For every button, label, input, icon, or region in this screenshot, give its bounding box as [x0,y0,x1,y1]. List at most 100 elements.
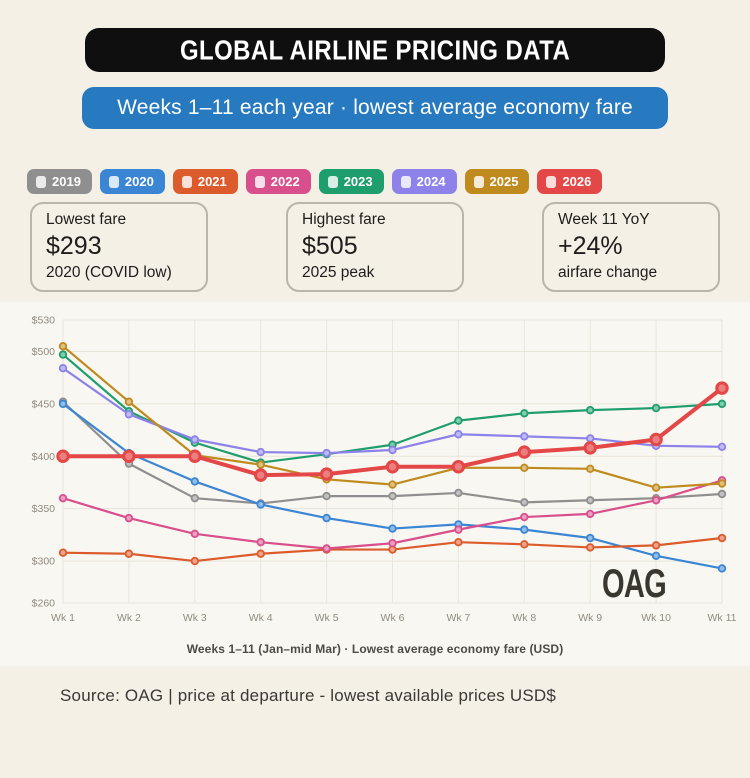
legend-swatch-icon [108,175,119,188]
data-point-2023-wk9 [586,405,595,415]
legend-chip-2023[interactable]: 2023 [318,169,384,194]
y-tick-label: $300 [32,556,56,568]
data-point-2022-wk8 [520,512,529,522]
data-point-2026-wk11 [715,381,729,395]
data-point-2019-wk6 [388,491,397,501]
data-point-2020-wk11 [717,564,727,573]
source-text: Source: OAG | price at departure - lowes… [60,686,557,705]
data-point-2025-wk6 [388,480,397,489]
stat-card-0: Lowest fare $293 2020 (COVID low) [30,202,208,292]
data-point-2019-wk5 [322,491,331,501]
data-point-2026-wk3 [188,449,202,463]
data-point-2019-wk7 [454,488,463,498]
data-point-2023-wk7 [454,416,463,425]
data-point-2026-wk9 [583,441,597,455]
stat-card-subtext: 2025 peak [302,263,375,281]
chart-caption: Weeks 1–11 (Jan–mid Mar) · Lowest averag… [186,642,564,656]
stat-card-2: Week 11 YoY +24% airfare change [542,202,720,292]
data-point-2021-wk8 [520,540,529,549]
legend-chip-label: 2022 [270,174,300,189]
x-tick-label: Wk 7 [446,612,470,624]
data-point-2024-wk1 [58,364,68,373]
data-point-2019-wk11 [717,489,727,499]
data-point-2024-wk4 [256,447,265,457]
stat-card-value: $293 [46,232,102,261]
data-point-2021-wk3 [190,556,199,566]
x-tick-label: Wk 11 [708,612,737,624]
legend-chip-2022[interactable]: 2022 [245,169,311,194]
data-point-2022-wk6 [388,539,397,548]
legend-swatch-icon [36,175,46,188]
data-point-2024-wk9 [586,434,595,443]
data-point-2022-wk9 [586,509,595,519]
y-tick-label: $260 [32,598,56,610]
x-tick-label: Wk 2 [117,612,141,624]
legend-chip-label: 2024 [416,174,446,189]
stat-card-subtext: 2020 (COVID low) [46,263,172,281]
data-point-2023-wk10 [651,403,661,413]
legend-swatch-icon [181,175,192,188]
stat-card-value: $505 [302,232,358,261]
legend-chip-2019[interactable]: 2019 [27,169,92,194]
x-tick-label: Wk 3 [183,612,207,624]
x-tick-label: Wk 6 [381,612,405,624]
legend-chip-label: 2025 [489,174,519,189]
legend-swatch-icon [254,175,265,188]
data-point-2024-wk3 [190,435,199,444]
legend-chip-label: 2020 [124,174,154,189]
chart-panel: Wk 1 Wk 2 Wk 3 Wk 4 Wk 5 Wk 6 Wk 7 Wk 8 Wk 9 Wk 1… [0,302,750,666]
data-point-2023-wk8 [520,409,529,418]
legend: 2019 2020 2021 2022 2023 2024 2025 2026 [27,169,750,194]
y-tick-label: $350 [32,503,56,515]
data-point-2022-wk2 [124,513,134,523]
y-tick-label: $450 [32,398,56,410]
x-tick-label: Wk 1 [51,612,75,624]
data-point-2025-wk8 [520,463,529,472]
data-point-2022-wk1 [58,493,68,503]
data-point-2026-wk2 [122,449,136,463]
data-point-2021-wk4 [256,549,265,558]
data-point-2025-wk9 [586,464,595,474]
page-title: GLOBAL AIRLINE PRICING DATA [85,28,665,72]
data-point-2020-wk9 [586,533,595,543]
data-point-2021-wk2 [124,549,134,558]
legend-chip-2021[interactable]: 2021 [172,169,238,194]
data-point-2026-wk10 [649,432,663,447]
data-point-2024-wk11 [717,442,727,452]
data-point-2020-wk1 [58,399,68,409]
data-point-2019-wk8 [520,498,529,507]
data-point-2020-wk4 [256,500,265,509]
data-point-2020-wk5 [322,513,331,523]
data-point-2025-wk10 [651,483,661,492]
data-point-2021-wk11 [717,533,727,543]
legend-chip-2026[interactable]: 2026 [537,169,603,194]
data-point-2025-wk11 [717,479,727,488]
data-point-2021-wk7 [454,538,463,547]
legend-swatch-icon [400,175,411,188]
data-point-2025-wk2 [124,397,134,406]
data-point-2022-wk3 [190,529,199,539]
data-point-2021-wk9 [586,543,595,552]
data-point-2024-wk5 [322,448,331,458]
page-title-text: GLOBAL AIRLINE PRICING DATA [179,33,571,66]
stat-card-label: Week 11 YoY [558,211,650,229]
page: GLOBAL AIRLINE PRICING DATA Weeks 1–11 e… [0,28,750,706]
legend-chip-label: 2023 [343,174,373,189]
legend-chip-2020[interactable]: 2020 [99,169,165,194]
data-point-2025-wk4 [256,460,265,469]
data-point-2024-wk8 [520,432,529,441]
data-point-2023-wk11 [717,399,727,409]
data-point-2021-wk1 [58,548,68,557]
x-tick-label: Wk 4 [249,612,273,624]
data-point-2024-wk6 [388,445,397,455]
data-point-2025-wk1 [58,342,68,351]
data-point-2026-wk1 [56,449,70,463]
legend-chip-2024[interactable]: 2024 [391,169,457,194]
legend-chip-2025[interactable]: 2025 [464,169,530,194]
data-point-2022-wk7 [454,525,463,534]
data-point-2022-wk5 [322,544,331,553]
legend-swatch-icon [327,175,338,188]
legend-chip-label: 2026 [562,174,592,189]
data-point-2026-wk6 [385,460,400,474]
stat-card-label: Lowest fare [46,211,127,229]
